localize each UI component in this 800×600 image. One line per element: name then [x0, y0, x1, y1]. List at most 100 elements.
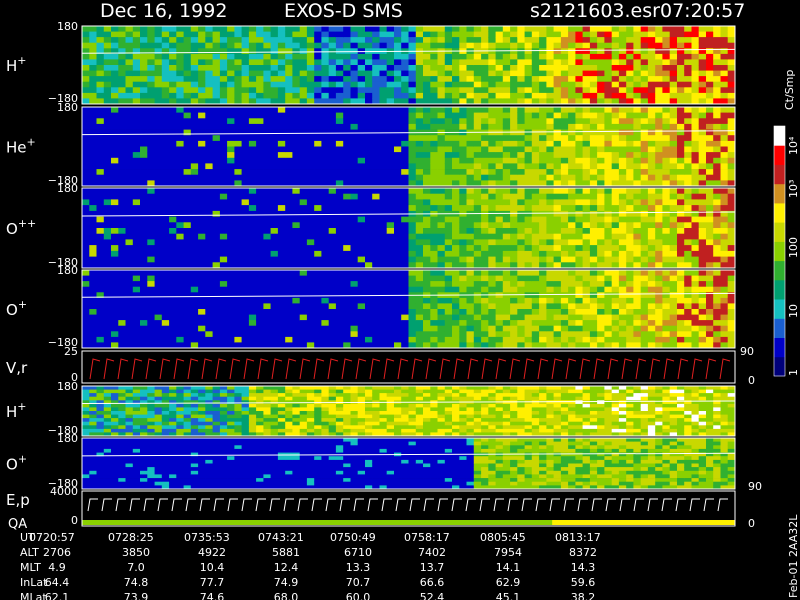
- heat-cell: [161, 81, 170, 88]
- heat-cell: [568, 303, 576, 310]
- heat-cell: [662, 135, 671, 142]
- heat-cell: [394, 87, 402, 94]
- heat-cell: [335, 228, 344, 235]
- heat-cell: [459, 199, 467, 206]
- heat-cell: [161, 48, 170, 55]
- heat-cell: [466, 26, 475, 32]
- heat-cell: [727, 81, 736, 88]
- heat-cell: [720, 70, 729, 77]
- heat-cell: [524, 123, 533, 130]
- heat-cell: [684, 169, 692, 176]
- heat-cell: [299, 210, 308, 217]
- heat-cell: [401, 65, 409, 71]
- heat-cell: [89, 48, 97, 55]
- heat-cell: [531, 222, 540, 229]
- heat-cell: [662, 81, 671, 88]
- heat-cell: [176, 193, 184, 200]
- heat-cell: [372, 65, 380, 71]
- heat-cell: [524, 205, 533, 212]
- heat-cell: [241, 286, 250, 293]
- heat-cell: [495, 325, 504, 332]
- heat-cell: [618, 48, 627, 55]
- heat-cell: [161, 42, 170, 49]
- heat-cell: [183, 210, 192, 217]
- heat-cell: [713, 81, 721, 88]
- heat-cell: [241, 275, 250, 282]
- heat-cell: [89, 320, 97, 327]
- heat-cell: [647, 65, 656, 71]
- heat-cell: [546, 239, 555, 246]
- heat-cell: [633, 228, 642, 235]
- heat-cell: [452, 281, 460, 288]
- heat-cell: [430, 336, 438, 343]
- heat-cell: [89, 112, 97, 119]
- heat-cell: [154, 286, 163, 293]
- heat-cell: [546, 286, 555, 293]
- heat-cell: [502, 87, 511, 94]
- heat-cell: [669, 325, 678, 332]
- heat-cell: [553, 210, 562, 217]
- heat-cell: [270, 59, 279, 66]
- heat-cell: [386, 245, 395, 252]
- heat-cell: [677, 146, 685, 153]
- heat-cell: [205, 26, 213, 32]
- heat-cell: [727, 129, 736, 136]
- heat-cell: [524, 193, 533, 200]
- heat-cell: [488, 297, 496, 304]
- heat-cell: [495, 222, 504, 229]
- heat-cell: [401, 275, 409, 282]
- heat-cell: [314, 146, 322, 153]
- heat-cell: [343, 281, 351, 288]
- heat-cell: [524, 98, 533, 105]
- heat-cell: [415, 81, 424, 88]
- heat-cell: [481, 325, 489, 332]
- heat-cell: [169, 180, 177, 187]
- heat-cell: [633, 222, 642, 229]
- heat-cell: [111, 336, 119, 343]
- heat-cell: [604, 239, 613, 246]
- heat-cell: [727, 152, 736, 159]
- heat-cell: [633, 216, 642, 223]
- heat-cell: [248, 129, 257, 136]
- heat-cell: [611, 70, 620, 77]
- heat-cell: [524, 129, 533, 136]
- heat-cell: [285, 59, 293, 66]
- heat-cell: [473, 169, 482, 176]
- heat-cell: [147, 31, 155, 38]
- heat-cell: [408, 107, 417, 113]
- heat-cell: [212, 70, 221, 77]
- heat-cell: [444, 262, 453, 269]
- heat-cell: [394, 174, 402, 181]
- heat-cell: [662, 250, 671, 257]
- heat-cell: [655, 325, 663, 332]
- heat-cell: [669, 118, 678, 125]
- heat-cell: [510, 135, 518, 142]
- heat-cell: [655, 222, 663, 229]
- heat-cell: [698, 157, 707, 164]
- heat-cell: [611, 233, 620, 240]
- heat-cell: [517, 26, 525, 32]
- heat-cell: [263, 107, 272, 113]
- heat-cell: [647, 205, 656, 212]
- heat-cell: [633, 146, 642, 153]
- heat-cell: [343, 70, 351, 77]
- heat-cell: [321, 281, 330, 288]
- heat-cell: [299, 314, 308, 321]
- heat-cell: [459, 270, 467, 276]
- heat-cell: [706, 135, 714, 142]
- heat-cell: [713, 163, 721, 170]
- heat-cell: [270, 216, 279, 223]
- heat-cell: [314, 26, 322, 32]
- heat-cell: [633, 303, 642, 310]
- heat-cell: [147, 331, 155, 338]
- heat-cell: [103, 325, 112, 332]
- heat-cell: [270, 163, 279, 170]
- heat-cell: [161, 222, 170, 229]
- heat-cell: [452, 53, 460, 60]
- heat-cell: [437, 65, 446, 71]
- heat-cell: [111, 129, 119, 136]
- heat-cell: [154, 152, 163, 159]
- heat-cell: [604, 286, 613, 293]
- heat-cell: [394, 331, 402, 338]
- heat-cell: [372, 250, 380, 257]
